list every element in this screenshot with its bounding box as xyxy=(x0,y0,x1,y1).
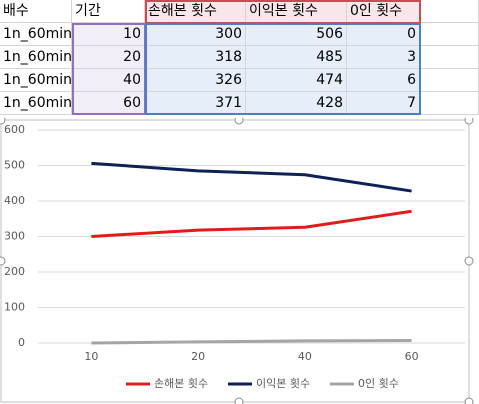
cell[interactable]: 371 xyxy=(145,92,246,115)
chart[interactable]: 0 100 200 300 400 500 600 10 20 40 60 손해본 횟수 이익본 횟수 0… xyxy=(0,118,479,404)
empty-cell[interactable] xyxy=(420,69,479,92)
series-line xyxy=(91,209,412,238)
header-cell[interactable]: 이익본 횟수 xyxy=(246,0,347,23)
cell[interactable]: 0 xyxy=(347,23,420,46)
cell[interactable]: 485 xyxy=(246,46,347,69)
legend-item: 이익본 횟수 xyxy=(228,377,310,390)
cell[interactable]: 10 xyxy=(72,23,145,46)
cell[interactable]: 1n_60min xyxy=(0,23,72,46)
cell[interactable]: 3 xyxy=(347,46,420,69)
y-tick-label: 100 xyxy=(4,301,25,314)
header-cell[interactable]: 기간 xyxy=(72,0,145,23)
cell[interactable]: 300 xyxy=(145,23,246,46)
header-cell[interactable]: 배수 xyxy=(0,0,72,23)
y-tick-label: 400 xyxy=(4,194,25,207)
resize-handles[interactable] xyxy=(0,118,474,404)
y-tick-label: 200 xyxy=(4,265,25,278)
cell[interactable]: 506 xyxy=(246,23,347,46)
legend-item: 손해본 횟수 xyxy=(126,376,208,390)
cell[interactable]: 474 xyxy=(246,69,347,92)
cell[interactable]: 6 xyxy=(347,69,420,92)
legend-item: 0인 횟수 xyxy=(330,377,399,390)
cell[interactable]: 1n_60min xyxy=(0,69,72,92)
cell[interactable]: 40 xyxy=(72,69,145,92)
empty-cell[interactable] xyxy=(420,92,479,115)
empty-cell[interactable] xyxy=(420,0,479,23)
y-tick-label: 300 xyxy=(4,230,25,243)
cell[interactable]: 326 xyxy=(145,69,246,92)
cell[interactable]: 1n_60min xyxy=(0,46,72,69)
y-tick-label: 500 xyxy=(4,159,25,172)
legend-label: 이익본 횟수 xyxy=(256,377,310,390)
cell[interactable]: 7 xyxy=(347,92,420,115)
series-line xyxy=(91,339,412,345)
empty-cell[interactable] xyxy=(420,46,479,69)
x-tick-label: 10 xyxy=(84,350,98,363)
legend-label: 0인 횟수 xyxy=(358,377,399,390)
empty-cell[interactable] xyxy=(420,23,479,46)
cell[interactable]: 60 xyxy=(72,92,145,115)
y-tick-label: 600 xyxy=(4,123,25,136)
x-tick-label: 20 xyxy=(191,350,205,363)
chart-frame xyxy=(0,119,470,403)
cell[interactable]: 1n_60min xyxy=(0,92,72,115)
legend-label: 손해본 횟수 xyxy=(154,376,208,390)
x-tick-label: 40 xyxy=(298,350,312,363)
x-tick-label: 60 xyxy=(405,350,419,363)
header-cell[interactable]: 손해본 횟수 xyxy=(145,0,246,23)
y-tick-label: 0 xyxy=(18,336,25,349)
cell[interactable]: 20 xyxy=(72,46,145,69)
cell[interactable]: 318 xyxy=(145,46,246,69)
header-cell[interactable]: 0인 횟수 xyxy=(347,0,420,23)
series-line xyxy=(91,161,412,193)
cell[interactable]: 428 xyxy=(246,92,347,115)
